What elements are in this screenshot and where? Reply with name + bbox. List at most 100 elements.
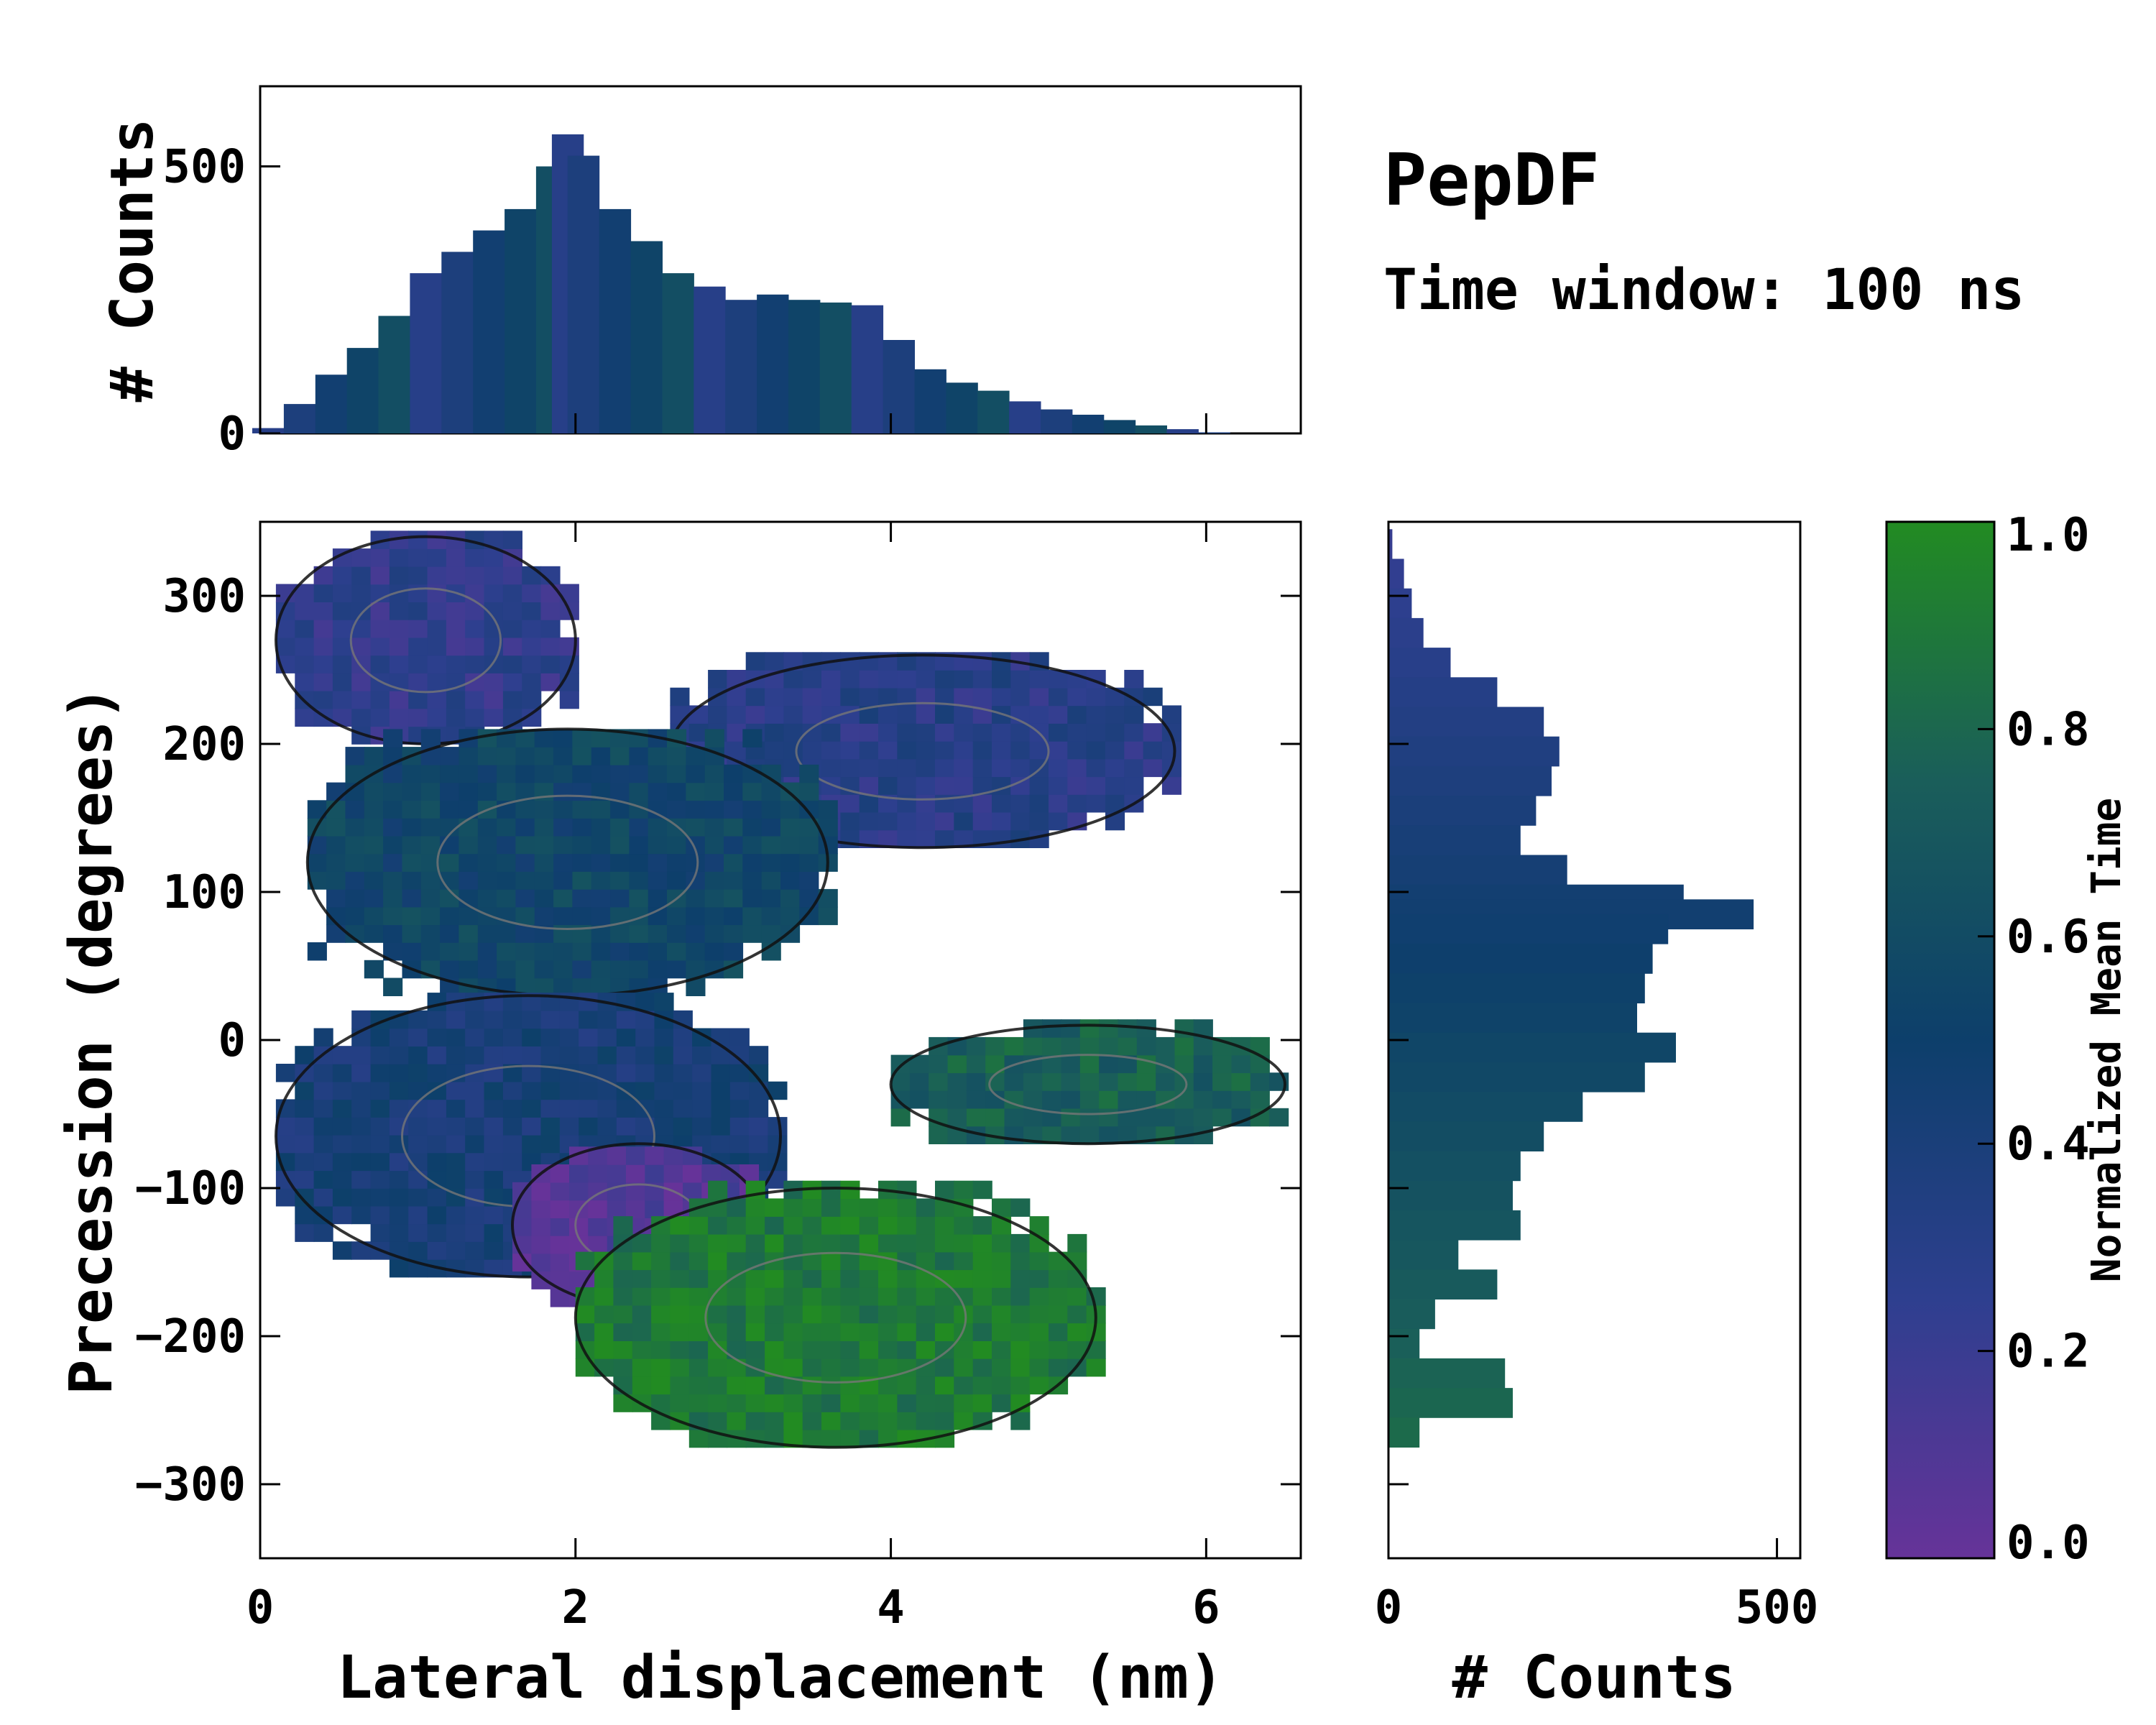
heatmap-cell [295,1046,315,1064]
heatmap-cell [742,924,763,943]
heatmap-cell [370,690,390,709]
heatmap-cell [613,1287,633,1306]
heatmap-cell [670,1233,690,1253]
heatmap-cell [1174,1108,1194,1127]
heatmap-cell [313,1064,333,1082]
heatmap-cell [332,655,352,673]
heatmap-cell [522,584,542,602]
heatmap-cell [840,1216,860,1235]
heatmap-cell [370,655,390,673]
heatmap-cell [1067,740,1087,760]
heatmap-cell [745,1216,765,1235]
heatmap-cell [821,1305,842,1324]
heatmap-cell [594,1340,614,1359]
heatmap-cell [559,1099,579,1118]
heatmap-cell [579,1028,599,1046]
heatmap-cell [783,1412,803,1430]
heatmap-cell [370,1064,390,1082]
heatmap-cell [1099,1054,1119,1074]
heatmap-cell [502,1010,522,1029]
heatmap-cell [515,871,535,890]
top-histogram-bar [694,286,726,433]
heatmap-cell [540,1134,561,1154]
heatmap-cell [859,1269,879,1288]
heatmap-cell [765,1233,785,1253]
heatmap-cell [446,1170,466,1189]
heatmap-cell [966,1054,986,1074]
top-histogram-bar [1198,432,1230,433]
heatmap-cell [954,687,974,707]
heatmap-cell [427,530,447,549]
heatmap-cell [497,747,517,765]
heatmap-cell [742,906,763,926]
heatmap-cell [465,993,485,1011]
cluster-inner-contour [704,1251,967,1384]
heatmap-cell [890,1054,911,1074]
heatmap-cell [370,1152,390,1172]
heatmap-cell [1099,1019,1119,1038]
heatmap-cell [383,924,403,943]
heatmap-cell [629,782,649,801]
heatmap-cell [531,1253,551,1272]
heatmap-cell [332,1046,352,1064]
heatmap-cell [667,942,687,961]
heatmap-cell [553,835,573,855]
heatmap-cell [629,853,649,872]
heatmap-cell [897,1412,917,1430]
heatmap-cell [992,1322,1012,1341]
heatmap-cell [916,1198,936,1217]
heatmap-cell [688,1287,709,1306]
heatmap-cell [420,729,441,748]
right-x-tick-label: 0 [1375,1581,1403,1634]
heatmap-cell [686,747,706,765]
heatmap-cell [402,782,422,801]
heatmap-cell [692,1046,712,1064]
heatmap-cell [502,637,522,656]
heatmap-cell [935,723,955,742]
heatmap-cell [1067,723,1087,742]
heatmap-cell [729,1028,750,1046]
heatmap-cell [783,687,803,707]
colorbar-tick-label: 1.0 [2007,509,2090,562]
heatmap-cell [497,853,517,872]
heatmap-cell [648,960,668,979]
heatmap-cell [351,1010,372,1029]
heatmap-cell [1086,723,1106,742]
heatmap-cell [954,776,974,795]
heatmap-cell [313,1081,333,1100]
heatmap-cell [572,747,592,765]
heatmap-cell [332,1134,352,1154]
heatmap-cell [878,811,898,831]
heatmap-cell [616,1046,636,1064]
heatmap-cell [878,1287,898,1306]
heatmap-cell [389,1170,409,1189]
heatmap-cell [1029,1251,1049,1271]
heatmap-cell [522,1081,542,1100]
heatmap-cell [1212,1090,1233,1109]
heatmap-cell [522,1134,542,1154]
heatmap-cell [502,584,522,602]
heatmap-cell [667,906,687,926]
heatmap-cell [1212,1054,1233,1074]
heatmap-cell [408,673,428,691]
heatmap-cell [704,729,724,748]
heatmap-cell [408,637,428,656]
heatmap-cell [1061,1126,1081,1144]
heatmap-cell [383,871,403,890]
heatmap-cell [588,1200,608,1218]
heatmap-cell [897,1376,917,1395]
heatmap-cell [897,740,917,760]
heatmap-cell [708,1340,728,1359]
heatmap-cell [897,1180,917,1200]
main-x-tick-label: 2 [562,1581,590,1634]
heatmap-cell [572,818,592,837]
heatmap-cell [1010,1233,1031,1253]
heatmap-cell [512,1218,533,1236]
top-histogram-bars [252,134,1230,433]
heatmap-cell [1029,670,1049,689]
heatmap-cell [465,1205,485,1225]
heatmap-cell [821,670,842,689]
heatmap-cell [686,906,706,926]
heatmap-cell [613,1251,633,1271]
heatmap-cell [761,818,781,837]
